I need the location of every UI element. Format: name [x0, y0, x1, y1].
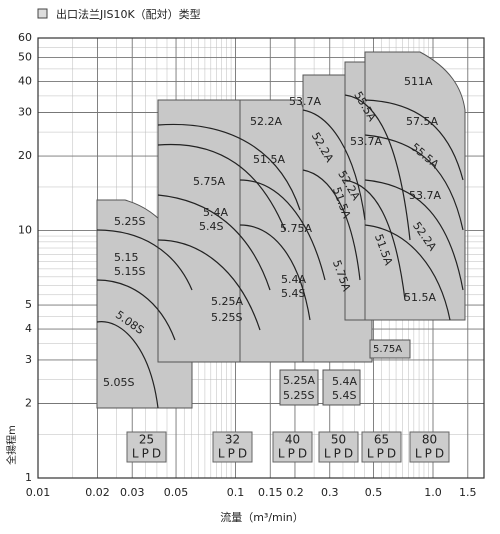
model-label: 5.4S [199, 220, 223, 233]
model-label: 53.7A [409, 189, 441, 202]
model-label: 5.75A [373, 344, 402, 355]
pump-curve [302, 169, 361, 281]
pump-curve [157, 239, 261, 331]
pump-curve [364, 99, 464, 181]
pump-curve [364, 224, 451, 321]
model-label: 5.75A [280, 222, 312, 235]
y-tick-label: 1 [25, 471, 32, 484]
x-tick-label: 1.0 [424, 486, 442, 499]
y-tick-label: 10 [18, 224, 32, 237]
model-label: 5.25S [114, 215, 145, 228]
size-box [409, 431, 450, 463]
y-axis-label: 全揚程m [5, 425, 18, 465]
title-icon [37, 8, 48, 19]
pump-curve [344, 179, 406, 301]
size-box [126, 431, 167, 463]
model-label: 51.5A [404, 291, 436, 304]
model-label: 5.25S [283, 389, 314, 402]
pump-curve [96, 279, 176, 341]
region-40-low [279, 369, 319, 406]
model-label: 511A [404, 75, 433, 88]
model-label: 5.4S [281, 287, 305, 300]
x-tick-label: 0.2 [286, 486, 304, 499]
ticks: 0.01 0.02 0.03 0.05 0.1 0.15 0.2 0.3 0.5 1.0 1.5 1 2… [18, 31, 477, 499]
plot-frame [37, 37, 485, 479]
pump-curve [364, 179, 464, 291]
pump-curve [157, 143, 286, 231]
size-box [272, 431, 313, 463]
size-unit: LPD [367, 447, 399, 461]
y-tick-label: 4 [25, 322, 32, 335]
model-label: 5.15 [114, 251, 139, 264]
size-label: 65 [374, 433, 389, 447]
y-tick-label: 2 [25, 397, 32, 410]
size-unit: LPD [132, 447, 164, 461]
size-label: 40 [285, 433, 300, 447]
x-tick-label: 1.5 [459, 486, 477, 499]
model-label: 52.2A [250, 115, 282, 128]
model-label: 51.5A [253, 153, 285, 166]
size-label: 50 [331, 433, 346, 447]
y-tick-label: 5 [25, 298, 32, 311]
x-tick-label: 0.3 [321, 486, 339, 499]
model-label: 5.15S [114, 265, 145, 278]
pump-curve [239, 179, 326, 281]
region-80 [364, 51, 466, 321]
chart-title: 出口法兰JIS10K（配対）类型 [56, 7, 201, 21]
model-label: 53.7A [289, 95, 321, 108]
model-label: 53.7A [350, 135, 382, 148]
y-tick-label: 40 [18, 75, 32, 88]
region-65-low [369, 339, 411, 359]
pump-curve [157, 123, 301, 211]
pump-curve [239, 224, 311, 321]
x-tick-label: 0.05 [164, 486, 189, 499]
model-label: 57.5A [406, 115, 438, 128]
pump-curve [302, 109, 366, 221]
size-box [318, 431, 359, 463]
model-label: 5.4S [332, 389, 356, 402]
model-label: 5.4A [332, 375, 357, 388]
region-50-low [322, 369, 361, 406]
y-tick-label: 50 [18, 51, 32, 64]
x-tick-label: 0.01 [26, 486, 51, 499]
size-unit: LPD [415, 447, 447, 461]
x-tick-label: 0.02 [85, 486, 110, 499]
size-unit: LPD [278, 447, 310, 461]
y-tick-label: 20 [18, 149, 32, 162]
size-box [212, 431, 253, 463]
size-box [361, 431, 402, 463]
pump-curve [96, 229, 193, 291]
x-tick-label: 0.03 [120, 486, 145, 499]
x-tick-label: 0.5 [365, 486, 383, 499]
x-axis-label: 流量（m³/min） [220, 510, 304, 524]
size-unit: LPD [218, 447, 250, 461]
y-tick-label: 3 [25, 353, 32, 366]
model-label: 5.05S [103, 376, 134, 389]
model-label: 5.4A [281, 273, 306, 286]
y-tick-label: 60 [18, 31, 32, 44]
model-label: 5.25A [211, 295, 243, 308]
pump-curve [96, 321, 159, 409]
size-unit: LPD [324, 447, 356, 461]
size-label: 32 [225, 433, 240, 447]
model-label: 5.25S [211, 311, 242, 324]
regions [96, 51, 466, 409]
y-tick-label: 30 [18, 105, 32, 118]
x-tick-label: 0.1 [227, 486, 245, 499]
model-label: 5.4A [203, 206, 228, 219]
x-tick-label: 0.15 [258, 486, 283, 499]
pump-curves [96, 94, 464, 409]
model-label: 5.25A [283, 374, 315, 387]
pump-curve [364, 134, 464, 231]
model-label: 5.75A [193, 175, 225, 188]
size-label: 80 [422, 433, 437, 447]
size-label: 25 [139, 433, 154, 447]
pump-curve [157, 194, 271, 291]
pump-curve [344, 94, 411, 241]
